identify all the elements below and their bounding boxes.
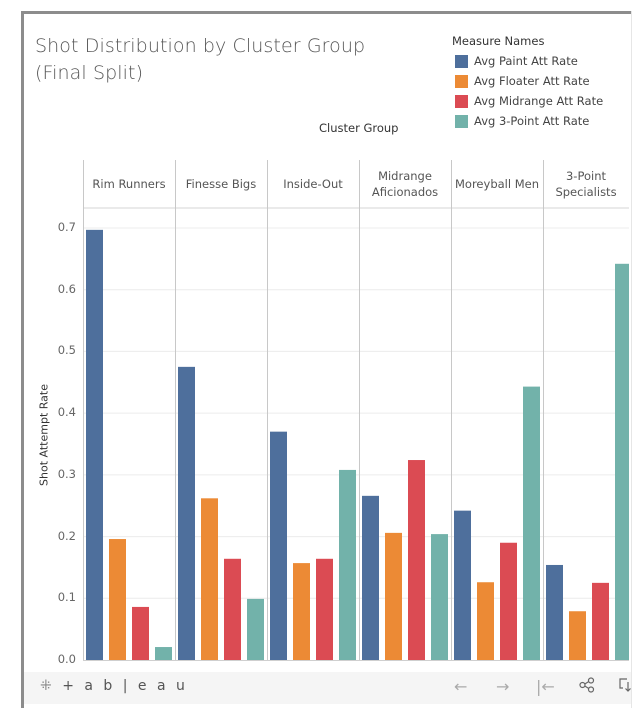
legend-swatch-midrange [455,94,468,108]
bar-avg-3-point-att-rate-inside-out [339,469,356,660]
column-group-header: Cluster Group [319,121,399,135]
bar-avg-paint-att-rate-finesse-bigs [178,366,195,660]
tableau-toolbar: ⁜ + a b | e a u ← → |← [24,672,631,704]
bar-avg-floater-att-rate-3-point-specialists [569,611,586,660]
y-tick-label: 0.3 [57,466,76,481]
bar-avg-midrange-att-rate-finesse-bigs [224,558,241,660]
frame-edge [631,11,632,708]
column-header-3-point-specialists[interactable]: 3-Point Specialists [543,160,629,208]
bar-avg-floater-att-rate-moreyball-men [477,582,494,660]
column-header-label: Rim Runners [92,177,166,191]
legend-item-3pt[interactable]: Avg 3-Point Att Rate [452,111,603,131]
y-tick-label: 0.7 [57,220,76,234]
bar-avg-paint-att-rate-3-point-specialists [546,564,563,660]
column-header-label: 3-Point [565,169,607,183]
bar-avg-floater-att-rate-finesse-bigs [201,498,218,660]
chart-title-line1: Shot Distribution by Cluster Group [35,35,366,57]
undo-icon[interactable]: ← [454,677,468,696]
column-header-label: Specialists [555,185,617,199]
y-tick-label: 0.5 [57,343,76,358]
bar-avg-midrange-att-rate-inside-out [316,558,333,660]
bar-avg-3-point-att-rate-moreyball-men [523,386,540,660]
column-header-label: Moreyball Men [455,177,539,191]
tableau-cross-icon: ⁜ [40,678,55,694]
dashboard-frame [21,11,632,708]
bar-avg-midrange-att-rate-rim-runners [132,606,149,660]
chart-title: Shot Distribution by Cluster Group (Fina… [35,33,365,87]
legend-label: Avg Floater Att Rate [474,74,590,88]
bar-avg-3-point-att-rate-rim-runners [155,647,172,660]
bar-avg-midrange-att-rate-moreyball-men [500,542,517,660]
column-header-moreyball-men[interactable]: Moreyball Men [451,160,543,208]
column-header-finesse-bigs[interactable]: Finesse Bigs [175,160,267,208]
bar-avg-3-point-att-rate-3-point-specialists [615,263,629,660]
share-icon[interactable] [579,677,595,697]
download-icon[interactable] [618,677,632,697]
column-header-inside-out[interactable]: Inside-Out [267,160,359,208]
bar-avg-paint-att-rate-inside-out [270,431,287,660]
bar-avg-paint-att-rate-moreyball-men [454,510,471,660]
bar-avg-floater-att-rate-midrange-aficionados [385,532,402,660]
y-tick-label: 0.0 [57,652,76,666]
legend-title: Measure Names [452,34,545,48]
legend-item-paint[interactable]: Avg Paint Att Rate [452,51,603,71]
bar-avg-paint-att-rate-rim-runners [86,229,103,660]
legend-label: Avg Paint Att Rate [474,54,578,68]
bar-avg-midrange-att-rate-3-point-specialists [592,582,609,660]
column-header-label: Finesse Bigs [185,177,257,191]
column-header-rim-runners[interactable]: Rim Runners [83,160,175,208]
bar-avg-midrange-att-rate-midrange-aficionados [408,460,425,660]
bar-avg-floater-att-rate-inside-out [293,563,310,660]
legend-swatch-3pt [455,114,468,128]
bar-avg-floater-att-rate-rim-runners [109,539,126,660]
tableau-logo[interactable]: ⁜ + a b | e a u [40,678,188,694]
column-header-midrange-aficionados[interactable]: Midrange Aficionados [359,160,451,208]
column-header-label: Aficionados [371,185,439,199]
chart-title-line2: (Final Split) [35,62,144,84]
bar-avg-3-point-att-rate-finesse-bigs [247,598,264,660]
y-tick-label: 0.4 [57,405,76,420]
bar-avg-paint-att-rate-midrange-aficionados [362,495,379,660]
tableau-wordmark: + a b | e a u [62,678,188,694]
redo-icon[interactable]: → [496,677,510,696]
y-tick-label: 0.6 [57,281,76,296]
y-tick-label: 0.2 [57,528,76,543]
legend-item-floater[interactable]: Avg Floater Att Rate [452,71,603,91]
legend-label: Avg Midrange Att Rate [474,94,604,108]
bar-avg-3-point-att-rate-midrange-aficionados [431,534,448,660]
legend-item-midrange[interactable]: Avg Midrange Att Rate [452,91,603,111]
column-header-label: Inside-Out [283,177,343,191]
legend-label: Avg 3-Point Att Rate [474,114,590,128]
legend-swatch-paint [455,54,468,68]
legend: Measure Names Avg Paint Att Rate Avg Flo… [452,34,603,131]
revert-icon[interactable]: |← [536,677,555,696]
y-tick-label: 0.1 [57,590,76,605]
legend-swatch-floater [455,74,468,88]
column-header-label: Midrange [378,169,432,183]
